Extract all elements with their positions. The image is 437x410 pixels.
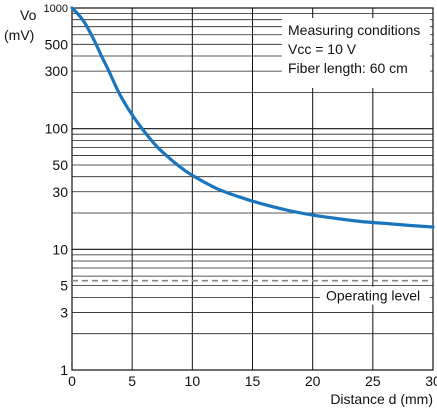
conditions-title: Measuring conditions [288, 22, 420, 38]
y-tick-label: 300 [45, 63, 69, 79]
x-tick-label: 20 [305, 373, 321, 389]
y-tick-label: 500 [45, 36, 69, 52]
y-tick-label: 100 [45, 121, 69, 137]
y-tick-labels: 1 3 5 10 30 50 100 300 500 1000 [44, 3, 69, 378]
y-tick-label: 50 [52, 157, 68, 173]
x-axis-label: Distance d (mm) [330, 391, 433, 407]
y-axis-unit: (mV) [4, 27, 34, 43]
y-tick-label: 3 [60, 304, 68, 320]
conditions-vcc: Vcc = 10 V [288, 41, 357, 57]
y-tick-label: 1 [60, 362, 68, 378]
x-tick-label: 0 [68, 373, 76, 389]
operating-level-label-bg [320, 286, 430, 305]
x-tick-label: 5 [128, 373, 136, 389]
y-tick-label: 10 [52, 241, 68, 257]
x-tick-label: 25 [365, 373, 381, 389]
x-tick-labels: 0 5 10 15 20 25 30 [68, 373, 437, 389]
y-tick-label: 5 [60, 278, 68, 294]
x-tick-label: 30 [425, 373, 437, 389]
conditions-box [282, 18, 430, 88]
x-tick-label: 15 [245, 373, 261, 389]
operating-level-label: Operating level [326, 288, 420, 304]
x-tick-label: 10 [185, 373, 201, 389]
conditions-fiber: Fiber length: 60 cm [288, 60, 408, 76]
y-tick-label: 1000 [44, 3, 68, 15]
y-tick-label: 30 [52, 184, 68, 200]
y-axis-label: Vo [20, 7, 37, 23]
output-voltage-curve [70, 6, 435, 229]
